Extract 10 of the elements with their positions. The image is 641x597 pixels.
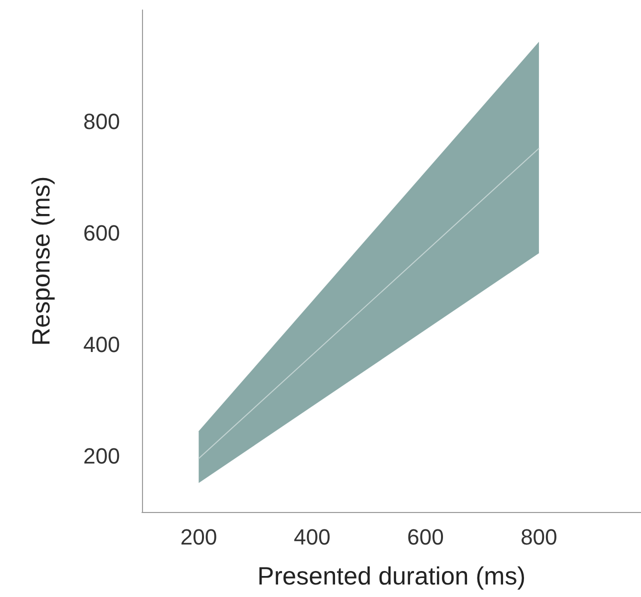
x-axis-title: Presented duration (ms) (257, 562, 526, 590)
x-tick-label: 800 (520, 524, 558, 550)
x-tick-label: 400 (294, 524, 330, 550)
x-tick-label: 200 (180, 524, 218, 550)
x-tick-label: 600 (407, 524, 444, 550)
y-tick-label: 200 (83, 444, 120, 469)
y-axis-title: Response (ms) (28, 176, 56, 346)
y-tick-label: 600 (83, 220, 120, 246)
y-tick-label: 800 (83, 109, 120, 134)
y-tick-label: 400 (83, 332, 120, 358)
